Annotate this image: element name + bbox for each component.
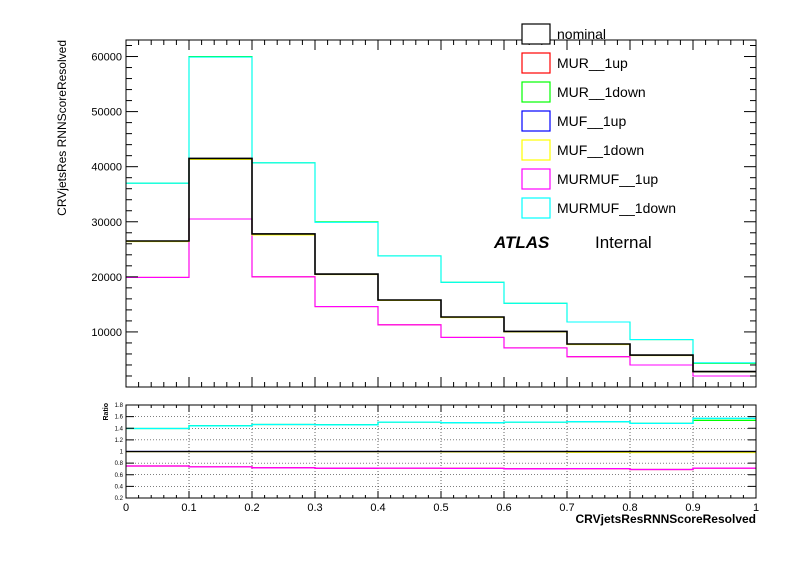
ratio-murmuf-1down	[126, 417, 756, 430]
x-tick-label: 0.5	[433, 502, 448, 514]
y-tick-label: 60000	[91, 52, 122, 64]
legend-swatch-muf-1up	[521, 110, 551, 132]
x-tick-label: 0.7	[559, 502, 574, 514]
ratio-y-tick-label: 0.8	[115, 461, 124, 467]
x-tick-label: 0.3	[307, 502, 322, 514]
legend-swatch-mur-1down	[521, 81, 551, 103]
x-tick-label: 0.6	[496, 502, 511, 514]
legend-label: MURMUF__1down	[557, 200, 676, 216]
x-tick-label: 0.9	[685, 502, 700, 514]
hist-murmuf-1down	[126, 56, 756, 364]
legend-swatch-murmuf-1down	[521, 197, 551, 219]
ratio-y-tick-label: 1	[120, 450, 124, 456]
x-tick-label: 0	[123, 502, 129, 514]
legend-label: MUF__1down	[557, 142, 644, 158]
y-tick-label: 40000	[91, 162, 122, 174]
x-tick-label: 0.1	[181, 502, 196, 514]
legend-label: MUF__1up	[557, 113, 626, 129]
legend: nominal MUR__1up MUR__1down MUF__1up MUF__1d…	[521, 23, 676, 219]
y-tick-label: 20000	[91, 272, 122, 284]
ratio-y-tick-label: 1.8	[115, 403, 124, 409]
legend-label: MURMUF__1up	[557, 171, 658, 187]
legend-swatch-muf-1down	[521, 139, 551, 161]
main-y-ticks: 10000 20000 30000 40000 50000 60000	[91, 45, 756, 377]
x-tick-label: 0.4	[370, 502, 385, 514]
main-axes	[125, 39, 757, 388]
ratio-y-tick-label: 1.6	[115, 415, 124, 421]
ratio-y-tick-label: 1.4	[115, 426, 124, 432]
ratio-y-ticks: 0.2 0.4 0.6 0.8 1 1.2 1.4 1.6 1.8	[115, 403, 756, 502]
legend-label: MUR__1down	[557, 84, 646, 100]
ratio-murmuf-1up	[126, 465, 756, 471]
main-histograms	[126, 55, 756, 377]
y-tick-label: 30000	[91, 217, 122, 229]
ratio-y-tick-label: 0.4	[115, 484, 124, 490]
x-tick-label: 0.2	[244, 502, 259, 514]
legend-label: nominal	[557, 26, 606, 42]
hist-nominal	[126, 157, 756, 373]
internal-label: Internal	[595, 233, 652, 252]
x-axis-title: CRVjetsResRNNScoreResolved	[575, 512, 756, 526]
ratio-lines	[126, 417, 756, 471]
legend-swatch-mur-1up	[521, 52, 551, 74]
ratio-y-tick-label: 0.6	[115, 473, 124, 479]
x-tick-label: 1	[753, 502, 759, 514]
ratio-y-axis-title: Ratio	[103, 403, 110, 421]
atlas-label: ATLAS	[493, 233, 550, 252]
y-tick-label: 50000	[91, 107, 122, 119]
legend-swatch-nominal	[521, 23, 551, 45]
ratio-y-tick-label: 0.2	[115, 496, 124, 502]
x-ticks: 0 0.1 0.2 0.3 0.4 0.5 0.6 0.7 0.8 0.9 1	[123, 502, 759, 514]
y-axis-title: CRVjetsRes RNNScoreResolved	[55, 40, 69, 216]
x-tick-label: 0.8	[622, 502, 637, 514]
y-tick-label: 10000	[91, 327, 122, 339]
legend-label: MUR__1up	[557, 55, 628, 71]
legend-swatch-murmuf-1up	[521, 168, 551, 190]
ratio-y-tick-label: 1.2	[115, 438, 124, 444]
